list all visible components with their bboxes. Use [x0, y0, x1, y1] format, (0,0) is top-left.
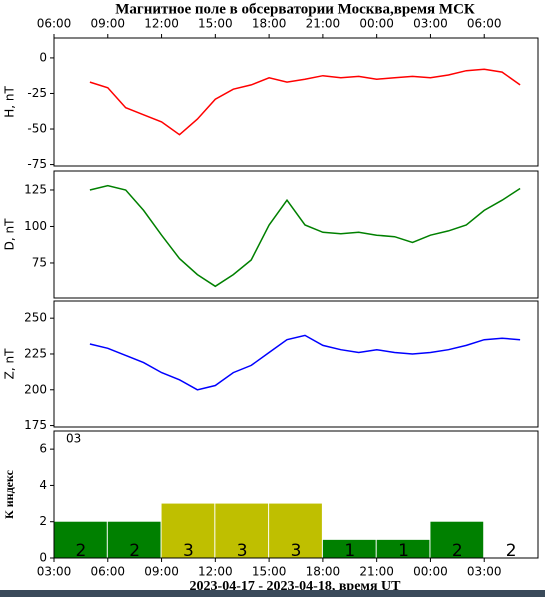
plot-frame	[53, 300, 539, 428]
x-tick-label: 00:00	[413, 565, 448, 579]
top-x-tick-label: 12:00	[144, 17, 179, 31]
bar-value-label: 2	[129, 541, 140, 561]
top-x-tick-label: 00:00	[359, 17, 394, 31]
bar	[430, 521, 484, 558]
bar-value-label: 2	[75, 541, 86, 561]
chart-title: Магнитное поле в обсерватории Москва,вре…	[115, 1, 475, 17]
plot-frame	[53, 170, 539, 299]
data-line	[89, 184, 521, 288]
top-x-tick-label: 09:00	[90, 17, 125, 31]
bar	[107, 521, 161, 558]
y-tick-label: 100	[24, 219, 47, 233]
bar	[322, 539, 376, 558]
bar-value-label: 3	[291, 541, 302, 561]
top-x-tick-label: 06:00	[467, 17, 502, 31]
y-tick-label: 200	[24, 382, 47, 396]
top-x-tick-label: 18:00	[252, 17, 287, 31]
y-tick-label: 75	[32, 255, 47, 269]
taskbar-strip	[0, 590, 545, 597]
bar	[215, 503, 269, 558]
bar-value-label: 1	[398, 541, 409, 561]
y-tick-label: -50	[27, 122, 47, 136]
top-x-tick-label: 03:00	[413, 17, 448, 31]
x-tick-label: 12:00	[198, 565, 233, 579]
y-tick-label: 250	[24, 311, 47, 325]
y-tick-label: 2	[39, 514, 47, 528]
x-tick-label: 09:00	[144, 565, 179, 579]
bar-value-label: 3	[183, 541, 194, 561]
bar-value-label: 2	[506, 541, 517, 561]
y-tick-label: -25	[27, 86, 47, 100]
plot-frame	[53, 37, 539, 167]
x-tick-label: 03:00	[37, 565, 72, 579]
y-tick-label: 0	[39, 50, 47, 64]
y-tick-label: 0	[39, 551, 47, 565]
bar-value-label: 2	[452, 541, 463, 561]
annotation: 03	[66, 432, 81, 446]
top-x-tick-label: 06:00	[37, 17, 72, 31]
data-line	[89, 68, 521, 136]
bar	[376, 539, 430, 558]
y-tick-label: 225	[24, 346, 47, 360]
bar	[161, 503, 215, 558]
y-axis-label: D, nT	[3, 218, 17, 250]
bar-value-label: 3	[237, 541, 248, 561]
x-tick-label: 06:00	[90, 565, 125, 579]
y-tick-label: 125	[24, 182, 47, 196]
y-tick-label: 6	[39, 442, 47, 456]
x-tick-label: 18:00	[306, 565, 341, 579]
plot-frame	[53, 430, 539, 559]
data-line	[89, 334, 521, 391]
bar	[269, 503, 322, 558]
y-tick-label: 175	[24, 418, 47, 432]
y-tick-label: 4	[39, 478, 47, 492]
x-tick-label: 21:00	[359, 565, 394, 579]
bar-value-label: 1	[344, 541, 355, 561]
y-axis-label: H, nT	[3, 86, 17, 118]
top-x-tick-label: 21:00	[306, 17, 341, 31]
bar	[54, 521, 107, 558]
y-axis-label: К индекс	[2, 469, 16, 519]
y-axis-label: Z, nT	[3, 348, 17, 379]
x-tick-label: 03:00	[467, 565, 502, 579]
x-tick-label: 15:00	[252, 565, 287, 579]
y-tick-label: -75	[27, 157, 47, 171]
top-x-tick-label: 15:00	[198, 17, 233, 31]
